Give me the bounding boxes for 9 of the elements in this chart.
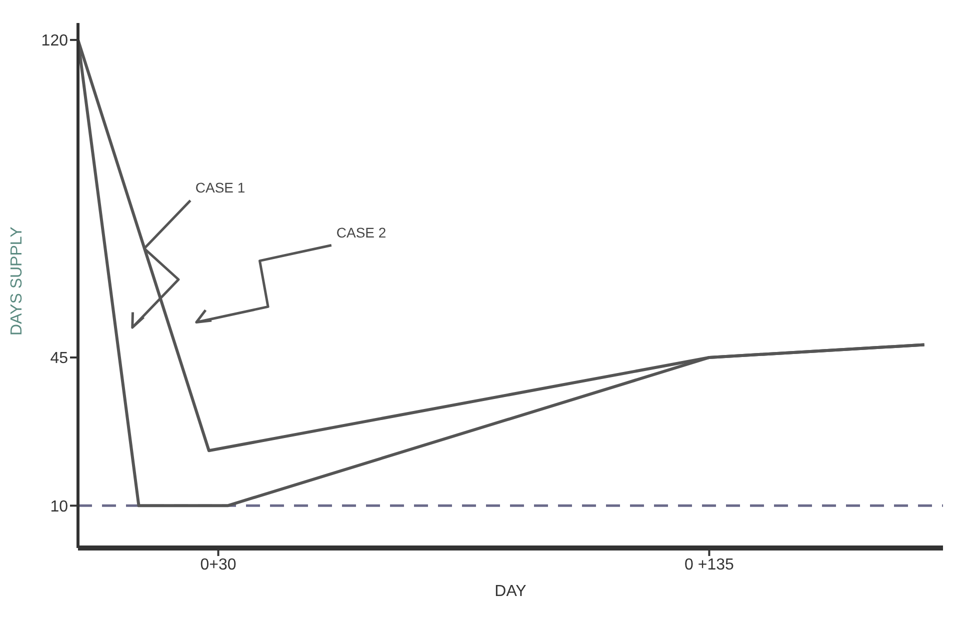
y-tick-label: 10 <box>50 498 68 516</box>
y-tick-label: 120 <box>41 32 68 50</box>
y-tick-label: 45 <box>50 350 68 368</box>
annotation: CASE 2 <box>336 224 386 240</box>
annotation: CASE 1 <box>195 180 246 196</box>
y-axis-title: DAYS SUPPLY <box>8 226 26 336</box>
x-tick-label: 0 +135 <box>684 556 734 574</box>
x-axis-title: DAY <box>494 583 527 600</box>
x-tick-label: 0+30 <box>200 556 236 574</box>
